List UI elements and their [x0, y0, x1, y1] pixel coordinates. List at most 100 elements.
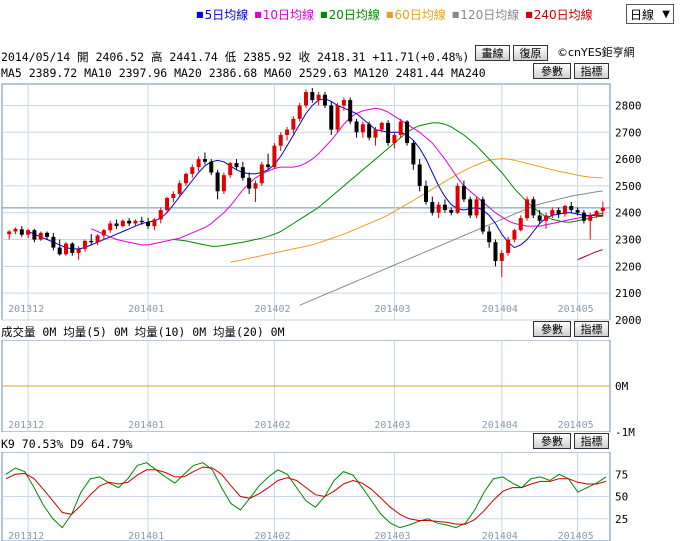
legend-label: 5日均線: [204, 8, 249, 22]
candle-body: [506, 239, 511, 253]
candle-body: [322, 94, 327, 106]
candle-body: [19, 229, 24, 235]
square-icon: ■: [320, 10, 328, 19]
square-icon: ■: [525, 10, 533, 19]
kd-tick-label: 75: [615, 468, 628, 481]
params-button-kd[interactable]: 參數: [533, 433, 571, 449]
square-icon: ■: [254, 10, 262, 19]
legend-item-ma20[interactable]: ■ 20日均線: [320, 6, 380, 23]
candle-body: [247, 177, 252, 189]
candle-body: [133, 220, 138, 224]
candle-body: [594, 211, 599, 216]
restore-button[interactable]: 復原: [513, 45, 548, 61]
x-tick-label: 201403: [374, 420, 410, 431]
indicator-button-volume[interactable]: 指標: [574, 321, 609, 337]
x-tick-label: 201402: [254, 420, 290, 431]
candle-body: [76, 248, 81, 253]
candle-body: [341, 100, 346, 106]
candle-body: [335, 105, 340, 130]
x-tick-label: 201312: [8, 420, 44, 431]
ma240-line: [577, 249, 603, 261]
volume-tick-label: 0M: [615, 380, 629, 393]
candle-body: [291, 118, 296, 130]
legend-label: 240日均線: [533, 8, 593, 22]
candle-body: [373, 129, 378, 138]
chevron-down-icon: ▼: [662, 8, 670, 20]
y-tick-label: 2500: [615, 180, 642, 193]
x-tick-label: 201312: [8, 304, 44, 315]
indicator-button-kd[interactable]: 指標: [574, 433, 609, 449]
candle-body: [82, 240, 87, 249]
candle-body: [285, 129, 290, 135]
candle-body: [139, 220, 144, 223]
brand-label: ©cnYES鉅亨網: [557, 45, 635, 59]
y-tick-label: 2000: [615, 314, 642, 327]
candle-body: [259, 164, 264, 184]
candle-body: [354, 121, 359, 133]
y-tick-label: 2800: [615, 99, 642, 112]
candle-body: [329, 105, 334, 130]
candle-body: [316, 94, 321, 101]
square-icon: ■: [385, 10, 394, 19]
candle-body: [480, 199, 485, 232]
candle-body: [379, 122, 384, 130]
y-tick-label: 2200: [615, 260, 642, 273]
legend-item-ma60[interactable]: ■ 60日均線: [386, 6, 446, 23]
candle-body: [487, 231, 492, 243]
x-tick-label: 201312: [8, 531, 44, 541]
candle-body: [146, 222, 151, 227]
candle-body: [234, 163, 239, 168]
indicator-button-main[interactable]: 指標: [574, 63, 609, 79]
candle-body: [417, 164, 422, 186]
candle-body: [253, 183, 258, 189]
y-tick-label: 2700: [615, 126, 642, 139]
candle-body: [95, 235, 100, 243]
x-tick-label: 201404: [482, 531, 518, 541]
volume-header-bar: [0, 320, 691, 340]
legend-item-ma10[interactable]: ■ 10日均線: [254, 6, 314, 23]
candle-body: [209, 161, 214, 173]
square-icon: ■: [451, 10, 460, 19]
candle-body: [32, 230, 37, 240]
legend-item-ma240[interactable]: ■ 240日均線: [525, 6, 592, 23]
period-select[interactable]: 日線 ▼: [626, 4, 674, 24]
ma-legend: ■ 5日均線 ■ 10日均線 ■ 20日均線 ■ 60日均線 ■ 120日均線 ■ 240日…: [196, 6, 593, 23]
y-tick-label: 2400: [615, 207, 642, 220]
candle-body: [228, 163, 233, 176]
candle-body: [411, 143, 416, 165]
params-button-main[interactable]: 參數: [533, 63, 571, 79]
candle-body: [581, 212, 586, 221]
candle-body: [499, 252, 504, 261]
kd-tick-label: 25: [615, 513, 628, 526]
legend-label: 10日均線: [262, 8, 315, 22]
candle-body: [468, 199, 473, 216]
candle-body: [272, 145, 277, 168]
x-tick-label: 201405: [558, 531, 594, 541]
ma20-line: [173, 122, 603, 247]
candle-body: [398, 121, 403, 135]
candle-body: [266, 164, 271, 168]
candle-body: [474, 199, 479, 216]
candle-body: [108, 223, 113, 231]
d9-line: [5, 466, 607, 525]
candle-body: [449, 210, 454, 213]
candle-body: [114, 223, 119, 227]
x-tick-label: 201403: [374, 531, 410, 541]
k9-line: [5, 462, 607, 529]
candle-body: [575, 210, 580, 213]
volume-header: 成交量 0M 均量(5) 0M 均量(10) 0M 均量(20) 0M: [1, 325, 285, 339]
price-header: 2014/05/14 開 2406.52 高 2441.74 低 2385.92…: [1, 50, 469, 64]
legend-item-ma120[interactable]: ■ 120日均線: [452, 6, 519, 23]
legend-item-ma5[interactable]: ■ 5日均線: [196, 6, 248, 23]
x-tick-label: 201403: [374, 304, 410, 315]
x-tick-label: 201401: [128, 304, 164, 315]
candle-body: [531, 199, 536, 216]
candle-body: [424, 185, 428, 202]
candle-body: [26, 230, 31, 235]
candle-body: [7, 231, 12, 235]
candle-body: [304, 92, 308, 106]
legend-label: 60日均線: [394, 8, 446, 22]
params-button-volume[interactable]: 參數: [533, 321, 571, 337]
draw-line-button[interactable]: 畫線: [475, 45, 510, 61]
